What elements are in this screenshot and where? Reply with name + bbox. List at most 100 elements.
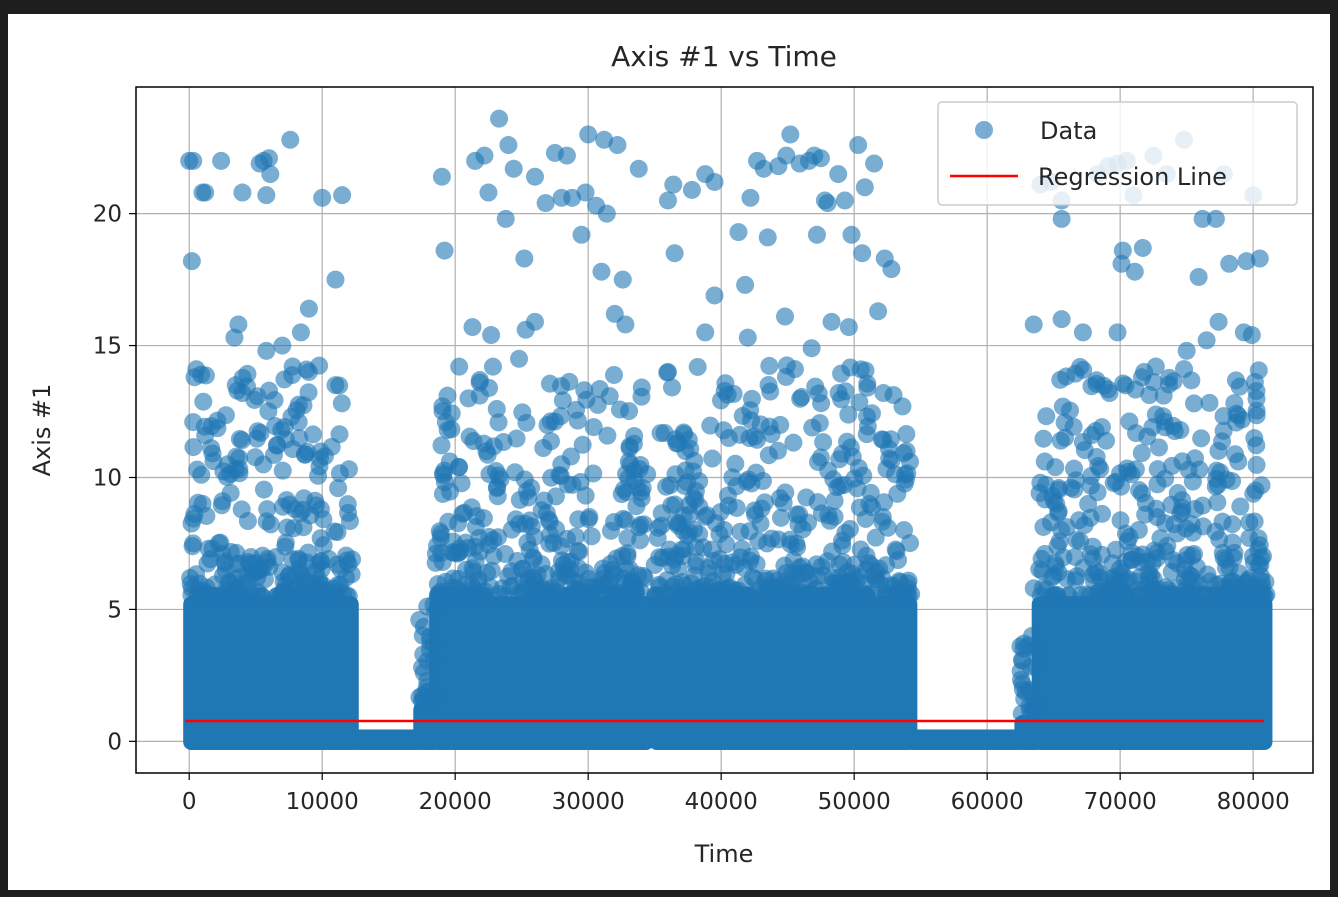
data-point <box>688 357 707 376</box>
data-point <box>326 270 345 289</box>
data-point <box>686 490 705 509</box>
data-point <box>781 535 800 554</box>
data-point <box>807 225 826 244</box>
data-point <box>1189 267 1208 286</box>
data-point <box>1053 397 1072 416</box>
data-point <box>337 546 356 565</box>
data-point <box>658 362 677 381</box>
data-point <box>751 514 770 533</box>
data-point <box>1035 452 1054 471</box>
data-point <box>897 442 916 461</box>
data-point <box>685 520 704 539</box>
data-point <box>1147 499 1166 518</box>
data-point <box>1024 579 1043 598</box>
data-point <box>1247 455 1266 474</box>
data-point <box>588 395 607 414</box>
data-point <box>857 425 876 444</box>
data-point <box>835 191 854 210</box>
y-tick-label: 20 <box>93 202 122 228</box>
data-point <box>1213 543 1232 562</box>
data-point <box>882 260 901 279</box>
data-point <box>184 151 203 170</box>
x-tick-label: 40000 <box>685 789 758 815</box>
data-point <box>513 403 532 422</box>
legend-data-label: Data <box>1040 117 1097 145</box>
data-point <box>825 491 844 510</box>
data-point <box>1067 531 1086 550</box>
data-point <box>1193 209 1212 228</box>
legend-box <box>937 101 1298 206</box>
data-point <box>309 466 328 485</box>
data-point <box>264 445 283 464</box>
data-point <box>283 440 302 459</box>
data-point <box>1231 497 1250 516</box>
data-point <box>259 149 278 168</box>
data-point <box>294 489 313 508</box>
data-point <box>194 392 213 411</box>
dense-data-region <box>648 596 918 750</box>
data-point <box>1154 386 1173 405</box>
data-point <box>475 146 494 165</box>
data-point <box>1149 438 1168 457</box>
data-point <box>1148 543 1167 562</box>
data-point <box>875 493 894 512</box>
data-point <box>784 433 803 452</box>
data-point <box>283 366 302 385</box>
data-point <box>432 436 451 455</box>
data-point <box>277 491 296 510</box>
data-point <box>761 382 780 401</box>
data-point <box>1125 262 1144 281</box>
data-point <box>414 645 433 664</box>
data-point <box>564 571 583 590</box>
data-point <box>1223 515 1242 534</box>
data-point <box>325 522 344 541</box>
data-point <box>597 204 616 223</box>
data-point <box>1097 431 1116 450</box>
data-point <box>1050 532 1069 551</box>
data-point <box>632 387 651 406</box>
data-point <box>1129 521 1148 540</box>
data-point <box>712 391 731 410</box>
data-point <box>1135 362 1154 381</box>
data-point <box>1024 315 1043 334</box>
data-point <box>438 386 457 405</box>
data-point <box>651 424 670 443</box>
data-point <box>618 544 637 563</box>
data-point <box>713 566 732 585</box>
data-point <box>732 539 751 558</box>
data-point <box>874 430 893 449</box>
data-point <box>294 396 313 415</box>
x-tick-label: 50000 <box>818 789 891 815</box>
data-point <box>1245 373 1264 392</box>
data-point <box>617 560 636 579</box>
data-point <box>1035 544 1054 563</box>
data-point <box>897 425 916 444</box>
x-tick-label: 10000 <box>286 789 359 815</box>
data-point <box>1165 515 1184 534</box>
data-point <box>1129 580 1148 599</box>
data-point <box>313 188 332 207</box>
data-point <box>1133 238 1152 257</box>
data-point <box>1064 417 1083 436</box>
data-point <box>802 339 821 358</box>
data-point <box>184 413 203 432</box>
data-point <box>230 459 249 478</box>
data-point <box>631 531 650 550</box>
data-point <box>196 426 215 445</box>
data-point <box>257 512 276 531</box>
data-point <box>850 393 869 412</box>
data-point <box>450 357 469 376</box>
data-point <box>518 533 537 552</box>
data-point <box>281 130 300 149</box>
data-point <box>1162 563 1181 582</box>
data-point <box>727 498 746 517</box>
x-tick-label: 30000 <box>552 789 625 815</box>
dense-data-region <box>1031 596 1273 750</box>
data-point <box>645 555 664 574</box>
data-point <box>839 405 858 424</box>
data-point <box>1126 380 1145 399</box>
data-point <box>254 480 273 499</box>
data-point <box>729 223 748 242</box>
data-point <box>570 542 589 561</box>
data-point <box>1111 511 1130 530</box>
